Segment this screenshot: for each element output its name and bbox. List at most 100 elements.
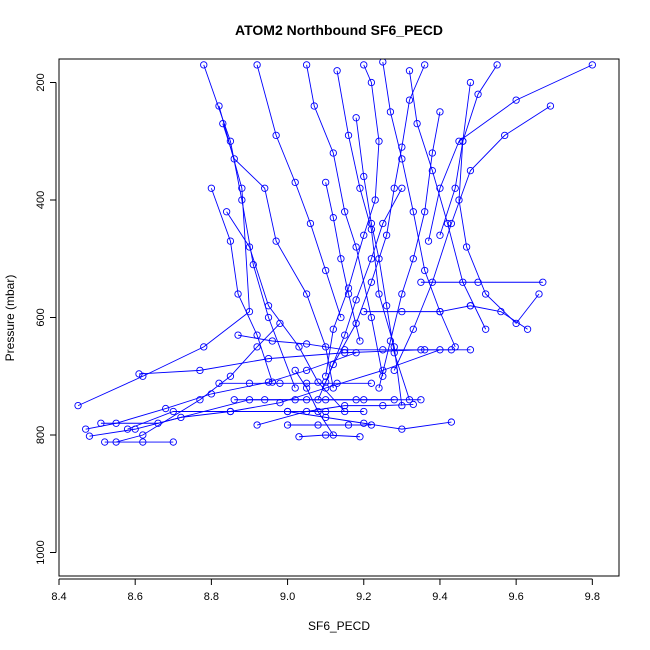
series-profile: [112, 319, 284, 446]
y-tick-label: 600: [35, 308, 47, 326]
data-point: [264, 354, 273, 363]
data-point: [443, 219, 452, 228]
data-point: [268, 378, 276, 386]
data-point: [302, 340, 311, 348]
series-line: [325, 188, 403, 383]
data-point: [409, 325, 417, 333]
x-tick-label: 8.6: [128, 591, 143, 603]
data-point: [382, 231, 391, 239]
data-point: [306, 219, 315, 228]
data-point: [302, 290, 311, 298]
data-point: [230, 396, 238, 404]
data-point: [322, 396, 330, 404]
data-point: [417, 278, 425, 286]
data-point: [356, 337, 364, 345]
series-profile: [322, 61, 383, 380]
series-profile: [295, 431, 364, 441]
data-point: [154, 419, 162, 427]
data-point: [341, 346, 349, 354]
series-profile: [222, 208, 349, 416]
data-point: [436, 307, 444, 316]
data-point: [329, 431, 337, 439]
data-point: [329, 149, 337, 157]
data-point: [375, 255, 383, 263]
x-axis: 8.4 8.6 8.8 9.0 9.2 9.4 9.6 9.8: [51, 578, 600, 603]
data-point: [398, 184, 406, 192]
y-axis: 200 400 600 800 1000: [35, 73, 57, 565]
data-point: [546, 102, 555, 110]
data-point: [196, 366, 204, 375]
x-tick-label: 9.4: [432, 591, 447, 603]
data-point: [390, 184, 398, 192]
data-point: [314, 421, 322, 429]
data-point: [455, 137, 463, 145]
series-profile: [283, 407, 456, 433]
series-line: [298, 434, 360, 438]
data-point: [276, 379, 284, 387]
x-tick-label: 9.6: [508, 591, 523, 603]
data-point: [493, 61, 501, 69]
data-point: [375, 137, 383, 145]
data-point: [405, 96, 414, 104]
data-point: [226, 372, 235, 380]
data-point: [302, 366, 311, 375]
data-point: [322, 372, 330, 380]
series-line: [393, 105, 551, 371]
data-point: [283, 421, 292, 429]
data-point: [169, 407, 177, 416]
data-point: [466, 78, 475, 87]
data-point: [139, 431, 147, 439]
data-point: [112, 438, 120, 446]
data-point: [375, 290, 383, 298]
data-point: [302, 61, 311, 69]
data-point: [291, 178, 299, 187]
series-line: [439, 64, 498, 236]
data-point: [356, 433, 364, 441]
data-point: [341, 208, 349, 216]
data-point: [352, 114, 360, 122]
data-point: [413, 119, 421, 128]
data-point: [329, 384, 337, 392]
series-line: [116, 323, 281, 443]
plot-frame: [58, 58, 620, 577]
data-point: [249, 260, 257, 269]
data-point: [295, 433, 303, 441]
data-point: [367, 313, 376, 322]
data-point: [421, 208, 429, 216]
series-profile: [234, 331, 456, 354]
data-point: [333, 67, 341, 75]
x-tick-label: 8.8: [204, 591, 219, 603]
data-point: [398, 307, 406, 316]
data-point: [447, 346, 456, 354]
data-point: [367, 225, 376, 234]
data-point: [398, 401, 406, 410]
data-point: [245, 243, 254, 251]
data-point: [322, 378, 330, 386]
data-point: [421, 266, 429, 275]
data-point: [451, 184, 459, 192]
series-line: [325, 182, 361, 342]
data-point: [314, 407, 322, 416]
data-point: [139, 372, 147, 380]
data-point: [196, 396, 204, 404]
data-point: [276, 319, 284, 328]
data-point: [379, 219, 387, 228]
series-line: [325, 64, 380, 377]
series-profile: [230, 396, 398, 404]
data-point: [322, 431, 330, 439]
data-point: [352, 396, 360, 404]
series-profile: [417, 278, 547, 286]
data-point: [360, 231, 368, 239]
data-point: [226, 237, 235, 245]
data-point: [428, 166, 436, 175]
series-line: [287, 411, 452, 430]
data-point: [123, 425, 132, 433]
data-point: [253, 421, 261, 429]
data-point: [390, 366, 398, 375]
series-line: [256, 64, 342, 318]
x-tick-label: 9.0: [280, 591, 295, 603]
data-point: [379, 346, 387, 354]
data-point: [135, 370, 143, 378]
series-profile: [333, 67, 406, 410]
data-point: [501, 131, 509, 140]
